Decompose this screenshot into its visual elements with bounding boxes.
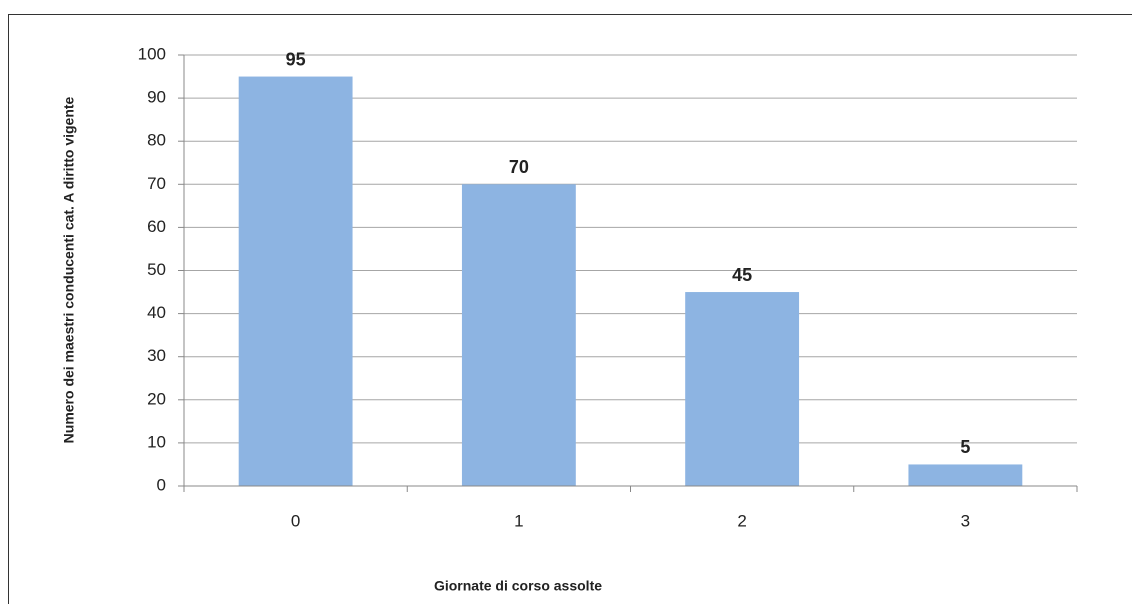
x-tick-label: 0 (291, 511, 300, 530)
y-tick-label: 20 (147, 389, 166, 408)
chart-frame (8, 14, 1132, 604)
bar (461, 184, 576, 487)
y-tick-label: 40 (147, 303, 166, 322)
y-tick-label: 70 (147, 174, 166, 193)
y-axis-title: Numero dei maestri conducenti cat. A dir… (61, 96, 77, 443)
data-label: 45 (732, 265, 752, 285)
data-label: 5 (960, 437, 970, 457)
x-axis-title: Giornate di corso assolte (434, 578, 602, 594)
y-tick-label: 80 (147, 131, 166, 150)
y-tick-label: 0 (157, 475, 166, 494)
data-label: 70 (509, 157, 529, 177)
x-tick-label: 2 (737, 511, 746, 530)
x-tick-label: 1 (514, 511, 523, 530)
data-label: 95 (286, 49, 306, 69)
x-tick-label: 3 (961, 511, 970, 530)
bar (908, 464, 1023, 486)
y-tick-label: 100 (138, 44, 166, 63)
y-tick-label: 90 (147, 88, 166, 107)
y-tick-label: 10 (147, 432, 166, 451)
y-tick-label: 30 (147, 346, 166, 365)
bar (685, 292, 800, 486)
y-tick-label: 50 (147, 260, 166, 279)
bar (238, 76, 353, 487)
y-tick-label: 60 (147, 217, 166, 236)
